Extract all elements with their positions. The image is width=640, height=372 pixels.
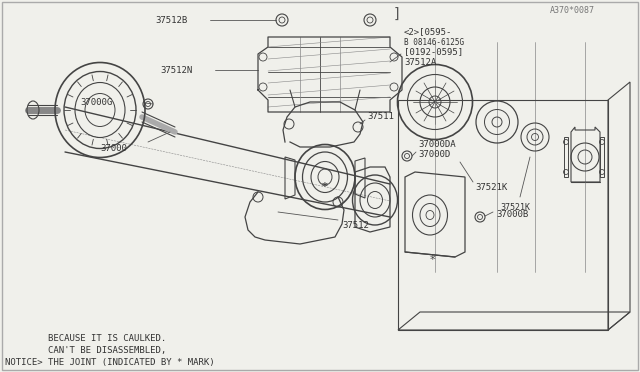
Text: 37000D: 37000D [418, 150, 451, 158]
Text: 37511: 37511 [367, 112, 394, 121]
Text: ]: ] [393, 7, 401, 21]
Text: A370*0087: A370*0087 [550, 6, 595, 15]
Text: 37512N: 37512N [160, 65, 192, 74]
Text: [0192-0595]: [0192-0595] [404, 48, 463, 57]
Text: 37512: 37512 [342, 221, 369, 230]
Text: 37000G: 37000G [80, 97, 112, 106]
Text: NOTICE> THE JOINT (INDICATED BY * MARK): NOTICE> THE JOINT (INDICATED BY * MARK) [5, 358, 214, 367]
Text: 37512A: 37512A [404, 58, 436, 67]
Text: <2>[0595-: <2>[0595- [404, 28, 452, 36]
Text: 37512B: 37512B [155, 16, 188, 25]
Text: *: * [429, 255, 435, 265]
Text: B 08146-6125G: B 08146-6125G [404, 38, 464, 46]
Text: 37000: 37000 [100, 144, 127, 153]
Text: 37521K: 37521K [500, 202, 530, 212]
Text: 37521K: 37521K [475, 183, 508, 192]
Text: BECAUSE IT IS CAULKED.: BECAUSE IT IS CAULKED. [5, 334, 166, 343]
Text: *: * [322, 182, 328, 192]
Text: 37000DA: 37000DA [418, 140, 456, 148]
Text: CAN'T BE DISASSEMBLED,: CAN'T BE DISASSEMBLED, [5, 346, 166, 355]
Text: 37000B: 37000B [496, 209, 528, 218]
